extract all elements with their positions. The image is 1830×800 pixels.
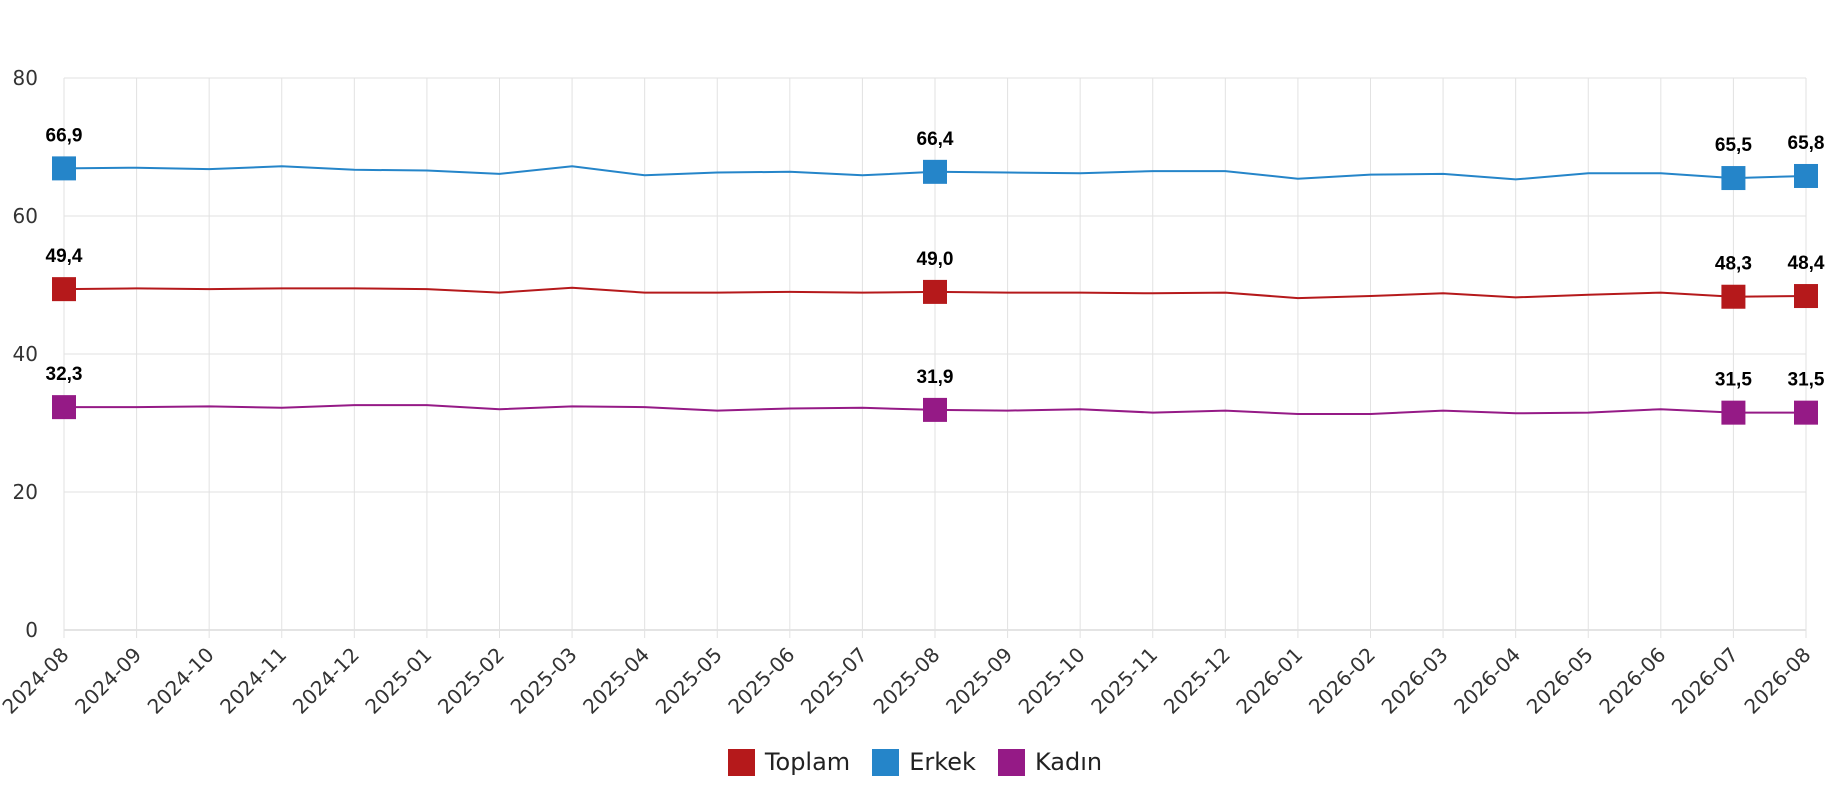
data-point-marker-erkek [923, 159, 947, 184]
data-point-marker-erkek [52, 156, 76, 181]
data-point-marker-toplam [1794, 284, 1818, 309]
x-tick-label: 2025-02 [433, 643, 509, 719]
x-tick-label: 2024-10 [143, 643, 219, 719]
x-tick-label: 2025-06 [723, 643, 799, 719]
legend-label: Toplam [764, 748, 851, 776]
legend-label: Kadın [1034, 748, 1103, 776]
data-label-toplam: 49,4 [46, 246, 83, 267]
x-tick-label: 2025-09 [941, 643, 1017, 719]
legend: Toplam Erkek Kadın [0, 748, 1830, 776]
x-tick-label: 2026-06 [1594, 643, 1670, 719]
x-tick-label: 2024-12 [288, 643, 364, 719]
data-point-marker-kad-n [52, 395, 76, 420]
data-label-kad-n: 31,9 [917, 367, 954, 388]
legend-swatch [872, 748, 900, 776]
data-point-marker-kad-n [923, 397, 947, 422]
data-point-marker-kad-n [1721, 400, 1746, 425]
x-tick-label: 2025-08 [868, 643, 944, 719]
x-tick-label: 2025-03 [506, 643, 582, 719]
data-label-kad-n: 32,3 [46, 364, 83, 385]
data-point-marker-erkek [1794, 163, 1818, 188]
x-tick-label: 2025-04 [578, 643, 654, 719]
x-tick-label: 2026-08 [1739, 643, 1815, 719]
data-point-marker-kad-n [1794, 400, 1818, 425]
y-tick-label: 20 [13, 480, 38, 504]
x-tick-label: 2026-03 [1377, 643, 1453, 719]
legend-item-kad-n[interactable]: Kadın [997, 748, 1103, 776]
data-point-marker-toplam [52, 277, 76, 302]
series-layer [52, 156, 1818, 425]
data-point-marker-toplam [1721, 284, 1746, 309]
x-tick-label: 2024-11 [215, 643, 291, 719]
data-label-erkek: 66,9 [46, 125, 83, 146]
data-label-erkek: 66,4 [917, 129, 954, 150]
data-label-kad-n: 31,5 [1715, 370, 1752, 391]
data-point-marker-toplam [923, 279, 947, 304]
y-tick-label: 0 [25, 618, 38, 642]
x-tick-label: 2025-01 [360, 643, 436, 719]
data-labels: 49,4 49,0 48,3 48,4 66,9 66,4 65,5 65,8 32,3 31,9… [46, 125, 1825, 390]
x-tick-label: 2026-05 [1522, 643, 1598, 719]
legend-item-toplam[interactable]: Toplam [727, 748, 851, 776]
x-tick-label: 2025-10 [1014, 643, 1090, 719]
legend-label: Erkek [909, 748, 976, 776]
y-tick-label: 40 [13, 342, 38, 366]
x-tick-label: 2025-07 [796, 643, 872, 719]
x-tick-label: 2024-08 [0, 643, 74, 719]
data-label-erkek: 65,8 [1788, 133, 1825, 154]
y-tick-label: 80 [13, 66, 38, 90]
x-tick-label: 2025-12 [1159, 643, 1235, 719]
x-tick-label: 2025-05 [651, 643, 727, 719]
data-label-erkek: 65,5 [1715, 135, 1752, 156]
x-tick-label: 2026-04 [1449, 643, 1525, 719]
x-tick-label: 2025-11 [1086, 643, 1162, 719]
data-label-toplam: 48,4 [1788, 253, 1825, 274]
data-label-toplam: 48,3 [1715, 254, 1752, 275]
x-axis: 2024-082024-092024-102024-112024-122025-… [0, 643, 1816, 719]
data-label-kad-n: 31,5 [1788, 370, 1825, 391]
y-axis: 0 20 40 60 80 [13, 66, 38, 642]
x-tick-label: 2024-09 [70, 643, 146, 719]
y-tick-label: 60 [13, 204, 38, 228]
data-label-toplam: 49,0 [917, 249, 954, 270]
x-tick-label: 2026-01 [1231, 643, 1307, 719]
data-point-marker-erkek [1721, 166, 1746, 191]
legend-swatch [727, 748, 755, 776]
x-tick-label: 2026-02 [1304, 643, 1380, 719]
x-tick-label: 2026-07 [1667, 643, 1743, 719]
legend-item-erkek[interactable]: Erkek [872, 748, 976, 776]
legend-swatch [997, 748, 1025, 776]
